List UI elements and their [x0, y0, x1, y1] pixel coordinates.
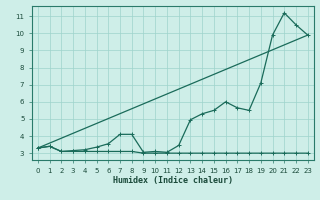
X-axis label: Humidex (Indice chaleur): Humidex (Indice chaleur) [113, 176, 233, 185]
